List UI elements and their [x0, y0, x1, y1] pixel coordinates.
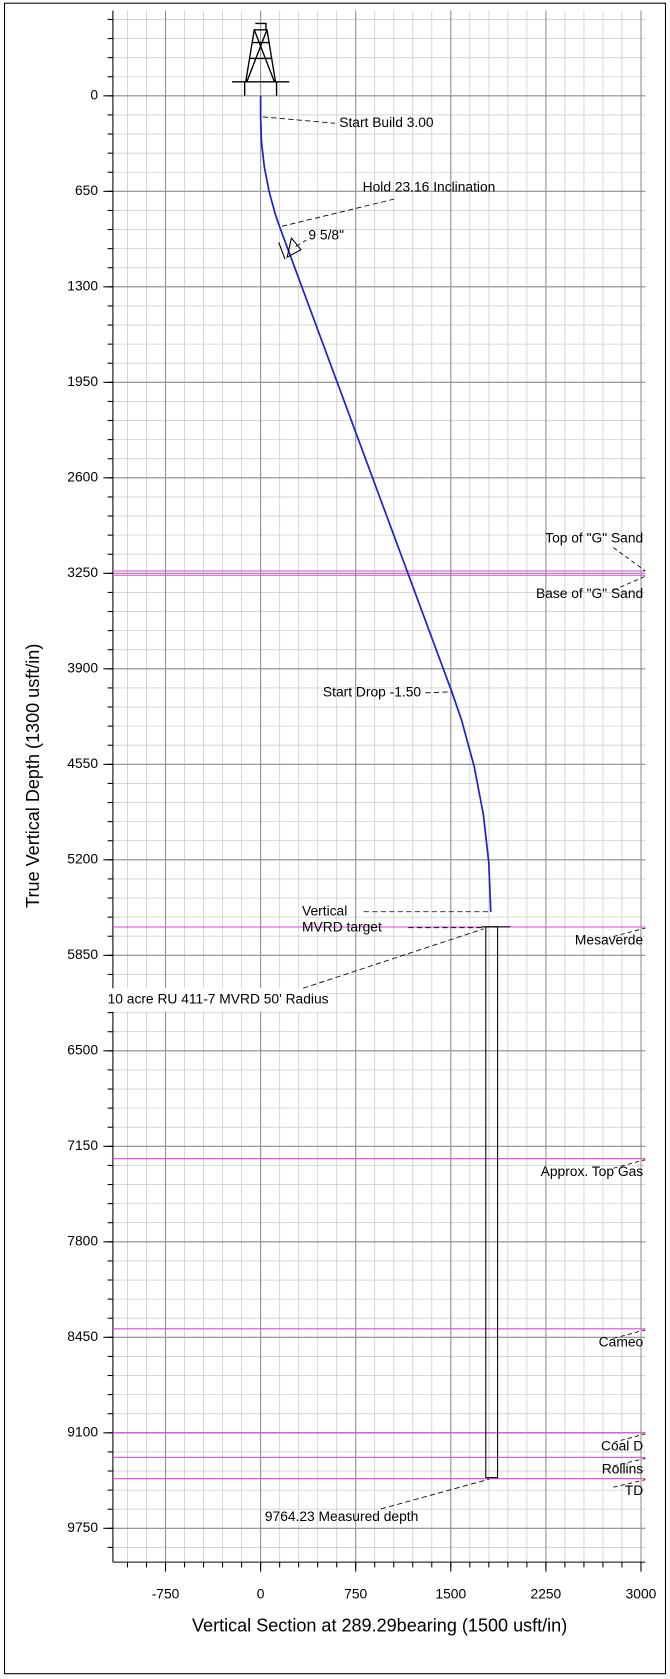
y-tick-label: 650 — [75, 182, 98, 198]
annotation: MVRD target — [302, 918, 382, 934]
marks — [104, 95, 646, 1510]
leader — [613, 1329, 646, 1339]
y-tick-label: 5850 — [67, 946, 98, 962]
rig-icon — [231, 22, 290, 96]
leader — [262, 116, 336, 124]
leader — [613, 1458, 646, 1467]
leader — [380, 1478, 490, 1510]
y-tick-label: 9100 — [67, 1423, 98, 1439]
annotation: Start Build 3.00 — [339, 114, 434, 130]
formation-label: Approx. Top Gas — [541, 1163, 644, 1179]
x-tick-label: 1500 — [435, 1586, 466, 1602]
annotation: Start Drop -1.50 — [323, 683, 421, 699]
annotation: Hold 23.16 Inclination — [363, 179, 496, 195]
formation-label: Mesaverde — [575, 931, 644, 947]
formation-label: TD — [625, 1482, 643, 1498]
formation-label: Coal D — [601, 1437, 643, 1453]
y-tick-label: 2600 — [67, 468, 98, 484]
annotation: 10 acre RU 411-7 MVRD 50' Radius — [108, 991, 329, 1007]
y-tick-label: 1950 — [67, 373, 98, 389]
y-axis-title: True Vertical Depth (1300 usft/in) — [23, 644, 43, 908]
y-tick-label: 3900 — [67, 659, 98, 675]
y-tick-label: 8450 — [67, 1328, 98, 1344]
y-tick-label: 0 — [90, 86, 98, 102]
annotation: Vertical — [302, 902, 347, 918]
x-axis-title: Vertical Section at 289.29bearing (1500 … — [192, 1616, 567, 1636]
y-tick-label: 9750 — [67, 1519, 98, 1535]
x-tick-label: 0 — [257, 1586, 265, 1602]
casing-marker — [278, 236, 302, 260]
y-tick-label: 6500 — [67, 1041, 98, 1057]
label-box — [104, 988, 328, 1012]
y-tick-label: 1300 — [67, 277, 98, 293]
leader — [302, 928, 484, 989]
y-tick-label: 7150 — [67, 1137, 98, 1153]
frame — [3, 2, 667, 1675]
formation-label: Rollins — [602, 1461, 644, 1477]
leader — [613, 547, 646, 572]
leader — [613, 1433, 646, 1443]
leader — [613, 1479, 646, 1488]
x-tick-label: 3000 — [626, 1586, 657, 1602]
formation-label: Cameo — [599, 1333, 644, 1349]
y-tick-label: 5200 — [67, 850, 98, 866]
formation-label: Top of "G" Sand — [545, 530, 643, 546]
y-tick-label: 3250 — [67, 564, 98, 580]
y-tick-label: 7800 — [67, 1232, 98, 1248]
y-tick-label: 4550 — [67, 755, 98, 771]
leader — [295, 239, 307, 247]
x-tick-label: 2250 — [531, 1586, 562, 1602]
well-path — [259, 95, 492, 913]
leader — [613, 1159, 646, 1169]
leader — [425, 691, 452, 694]
formation-label: Base of "G" Sand — [536, 585, 643, 601]
leader — [613, 575, 646, 591]
x-tick-label: -750 — [152, 1586, 180, 1602]
grid — [103, 10, 646, 1572]
annotation: 9 5/8" — [308, 227, 344, 243]
leader — [613, 927, 646, 937]
x-tick-label: 750 — [344, 1586, 367, 1602]
annotation: 9764.23 Measured depth — [265, 1508, 418, 1524]
leader — [281, 198, 396, 227]
